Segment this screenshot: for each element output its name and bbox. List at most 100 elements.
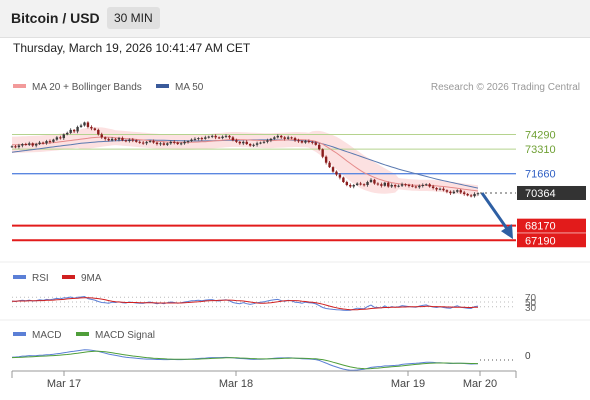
support-label: 67190 [525, 235, 556, 247]
candle [197, 137, 200, 141]
candle [231, 136, 235, 142]
x-axis-label: Mar 18 [219, 378, 253, 390]
candle [452, 190, 456, 195]
candle [311, 140, 314, 145]
candle [359, 181, 362, 186]
candle [204, 135, 207, 140]
candle [266, 138, 269, 144]
candle [221, 135, 224, 140]
candle [366, 180, 369, 187]
candle [169, 140, 172, 145]
candle [414, 185, 418, 189]
candle [110, 137, 114, 142]
candle [135, 139, 138, 143]
candle [24, 142, 28, 146]
candle [128, 138, 131, 143]
candle [176, 141, 179, 145]
signal-legend-swatch [76, 332, 89, 336]
candle [34, 142, 38, 148]
candle [183, 140, 186, 145]
candle [380, 182, 383, 188]
rsi-legend-swatch [13, 275, 26, 279]
candle [362, 183, 366, 187]
candle [238, 140, 242, 145]
macd-line [11, 349, 479, 371]
candle [286, 135, 290, 140]
candle [462, 190, 466, 196]
rsi-tick-label: 30 [525, 303, 537, 314]
rsi-line [11, 295, 479, 311]
candle [14, 145, 17, 149]
current-price-tag [517, 185, 586, 200]
candle [262, 140, 266, 144]
candle [100, 132, 103, 139]
candle [186, 140, 190, 144]
bollinger-band [12, 127, 478, 197]
candle [211, 134, 214, 139]
candle [297, 138, 300, 143]
candle [190, 138, 193, 142]
candle [352, 184, 355, 189]
candle [10, 145, 14, 148]
candle [145, 140, 148, 146]
candle [300, 140, 304, 144]
candle [397, 184, 400, 188]
ma50-legend-swatch [156, 84, 169, 88]
candle [390, 183, 393, 188]
candle [38, 140, 41, 145]
x-axis-label: Mar 20 [463, 378, 497, 390]
x-axis-label: Mar 19 [391, 378, 425, 390]
chart-header: Bitcoin / USD 30 MIN [0, 0, 590, 38]
candle [369, 178, 373, 183]
candle [86, 121, 90, 129]
candle [55, 136, 59, 141]
rsi-tick-label: 70 [525, 293, 537, 304]
candle [114, 137, 117, 142]
candle [162, 141, 166, 146]
candle [72, 129, 76, 133]
candle [66, 131, 69, 136]
candle [459, 188, 462, 194]
rsi-ma-legend-swatch [62, 275, 75, 279]
candle [466, 193, 469, 197]
ma50-legend-label: MA 50 [175, 82, 204, 93]
candle [107, 137, 110, 142]
candle [342, 176, 345, 183]
support-tag [517, 218, 586, 233]
candle [255, 141, 259, 147]
candle [328, 161, 331, 169]
candle [155, 141, 159, 146]
candle [425, 183, 428, 186]
candle [259, 141, 262, 145]
signal-legend-label: MACD Signal [95, 330, 155, 341]
candle [41, 141, 45, 145]
candle [62, 133, 65, 140]
timestamp-label: Thursday, March 19, 2026 10:41:47 AM CET [13, 41, 251, 55]
candle [90, 125, 93, 131]
candle [141, 140, 145, 145]
rsi-ma-legend-label: 9MA [81, 273, 102, 284]
candle [79, 123, 83, 128]
candle [228, 134, 231, 140]
candle [245, 140, 248, 145]
macd-tick-label: 0 [525, 351, 531, 362]
rsi-tick-label: 50 [525, 298, 537, 309]
candle [152, 139, 155, 144]
candle [404, 183, 407, 187]
pair-title: Bitcoin / USD [11, 10, 100, 26]
candle [214, 134, 217, 140]
candle [166, 142, 169, 146]
candle [321, 148, 324, 159]
ma20-legend-swatch [13, 84, 26, 88]
candle [355, 182, 359, 186]
candle [383, 181, 386, 187]
candle [331, 166, 335, 173]
candle [304, 139, 307, 144]
support-tag [517, 233, 586, 248]
pivot-label: 71660 [525, 169, 556, 181]
timeframe-button[interactable]: 30 MIN [107, 7, 160, 29]
candle [235, 138, 238, 144]
candle [338, 172, 342, 180]
forecast-arrowhead [501, 224, 513, 240]
